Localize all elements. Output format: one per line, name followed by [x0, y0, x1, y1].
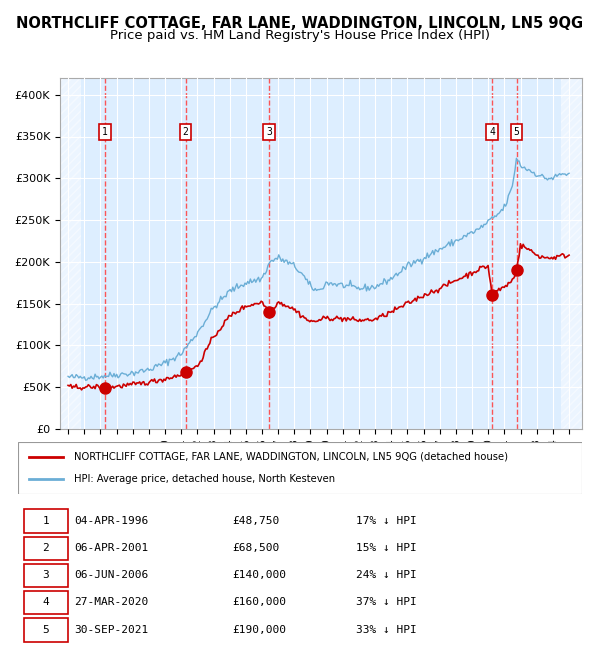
Text: Price paid vs. HM Land Registry's House Price Index (HPI): Price paid vs. HM Land Registry's House … [110, 29, 490, 42]
Text: 15% ↓ HPI: 15% ↓ HPI [356, 543, 417, 553]
Text: £48,750: £48,750 [232, 516, 280, 526]
Text: 3: 3 [266, 127, 272, 137]
Bar [60, 78, 82, 429]
Text: 5: 5 [42, 625, 49, 634]
Text: 06-APR-2001: 06-APR-2001 [74, 543, 149, 553]
Text: NORTHCLIFF COTTAGE, FAR LANE, WADDINGTON, LINCOLN, LN5 9QG (detached house): NORTHCLIFF COTTAGE, FAR LANE, WADDINGTON… [74, 452, 508, 461]
Text: 1: 1 [42, 516, 49, 526]
Text: 33% ↓ HPI: 33% ↓ HPI [356, 625, 417, 634]
FancyBboxPatch shape [23, 591, 68, 614]
Text: 4: 4 [489, 127, 495, 137]
FancyBboxPatch shape [18, 442, 582, 494]
Text: 04-APR-1996: 04-APR-1996 [74, 516, 149, 526]
Text: 4: 4 [42, 597, 49, 608]
Text: £68,500: £68,500 [232, 543, 280, 553]
Text: 27-MAR-2020: 27-MAR-2020 [74, 597, 149, 608]
FancyBboxPatch shape [23, 618, 68, 642]
FancyBboxPatch shape [23, 564, 68, 587]
Text: £190,000: £190,000 [232, 625, 286, 634]
Bar [561, 78, 582, 429]
Text: £140,000: £140,000 [232, 570, 286, 580]
Text: 30-SEP-2021: 30-SEP-2021 [74, 625, 149, 634]
Text: 1: 1 [102, 127, 108, 137]
Text: HPI: Average price, detached house, North Kesteven: HPI: Average price, detached house, Nort… [74, 474, 335, 484]
Text: 06-JUN-2006: 06-JUN-2006 [74, 570, 149, 580]
Text: 37% ↓ HPI: 37% ↓ HPI [356, 597, 417, 608]
Text: 24% ↓ HPI: 24% ↓ HPI [356, 570, 417, 580]
Text: 3: 3 [42, 570, 49, 580]
Text: NORTHCLIFF COTTAGE, FAR LANE, WADDINGTON, LINCOLN, LN5 9QG: NORTHCLIFF COTTAGE, FAR LANE, WADDINGTON… [16, 16, 584, 31]
Text: 2: 2 [182, 127, 188, 137]
Text: £160,000: £160,000 [232, 597, 286, 608]
Text: 17% ↓ HPI: 17% ↓ HPI [356, 516, 417, 526]
Text: 2: 2 [42, 543, 49, 553]
Text: 5: 5 [514, 127, 520, 137]
FancyBboxPatch shape [23, 537, 68, 560]
FancyBboxPatch shape [23, 510, 68, 533]
